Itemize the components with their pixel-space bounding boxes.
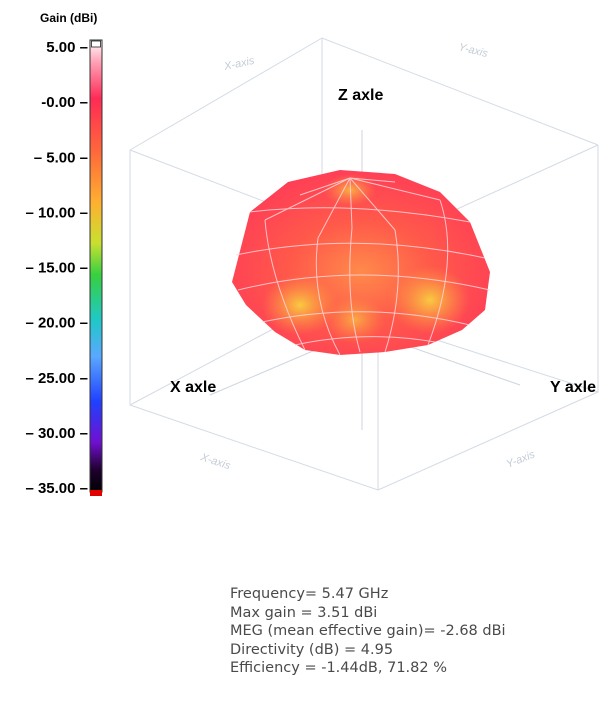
faint-axis-label: Y-axis <box>505 448 538 470</box>
colorbar-tick-label: – 35.00 – <box>25 480 88 497</box>
colorbar-ticks: 5.00 – -0.00 – – 5.00 – – 10.00 – – 15.00 – –… <box>25 39 88 497</box>
faint-axis-label: X-axis <box>198 451 232 472</box>
colorbar-title: Gain (dBi) <box>40 11 97 25</box>
colorbar-tick-label: – 15.00 – <box>25 260 88 277</box>
frequency-text: Frequency= 5.47 GHz <box>230 586 389 602</box>
colorbar-tick-label: 5.00 – <box>46 39 88 56</box>
faint-axis-label: Y-axis <box>457 41 489 60</box>
faint-axis-label: X-axis <box>222 55 256 73</box>
colorbar-tick-label: – 20.00 – <box>25 315 88 332</box>
colorbar-tick-label: – 25.00 – <box>25 370 88 387</box>
colorbar-tick-label: -0.00 – <box>41 94 88 111</box>
meg-text: MEG (mean effective gain)= -2.68 dBi <box>230 623 506 640</box>
x-axis-label: X axle <box>170 379 216 396</box>
efficiency-text: Efficiency = -1.44dB, 71.82 % <box>230 660 447 677</box>
directivity-text: Directivity (dB) = 4.95 <box>230 641 394 658</box>
colorbar-tick-label: – 5.00 – <box>34 149 88 166</box>
colorbar-tick-label: – 10.00 – <box>25 204 88 221</box>
colorbar: Gain (dBi) 5.00 – -0.00 – – 5.00 – – 10.00 … <box>25 11 103 497</box>
antenna-info: Frequency= 5.47 GHz Max gain = 3.51 dBi … <box>230 585 506 678</box>
z-axis-label: Z axle <box>338 87 383 104</box>
radiation-surface <box>232 170 491 356</box>
y-axis-label: Y axle <box>550 379 596 396</box>
max-gain-text: Max gain = 3.51 dBi <box>230 604 378 621</box>
colorbar-tick-label: – 30.00 – <box>25 425 88 442</box>
